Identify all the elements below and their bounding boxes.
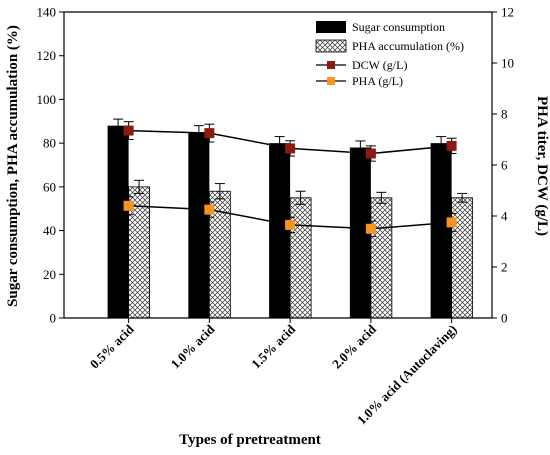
bar-sugar-consumption-3 [269,143,291,318]
bar-sugar-consumption-4 [349,147,371,318]
bar-sugar-consumption-1 [107,125,129,319]
y-left-tick-label-120: 120 [37,48,57,63]
y-left-tick-label-60: 60 [43,179,56,194]
legend: Sugar consumption PHA accumulation (%) D… [315,20,464,88]
legend-label-sugar-consumption: Sugar consumption [352,20,445,34]
legend-label-pha: PHA (g/L) [352,74,403,88]
y-right-tick-label-12: 12 [501,5,514,20]
legend-label-pha-accumulation: PHA accumulation (%) [352,39,464,53]
point-dcw-g-l-2 [204,128,215,139]
bar-pha-accumulation-3 [289,197,312,319]
y-right-tick-label-8: 8 [501,107,508,122]
y-left-tick-label-0: 0 [50,311,57,326]
y-left-tick-label-80: 80 [43,136,56,151]
legend-marker-dcw [327,61,335,69]
y-left-tick-label-40: 40 [43,223,56,238]
y-left-tick-label-20: 20 [43,267,56,282]
point-dcw-g-l-3 [285,143,296,154]
bar-sugar-consumption-2 [188,132,210,318]
legend-marker-pha [327,77,335,85]
point-pha-g-l-3 [285,219,296,230]
legend-swatch-sugar-consumption [316,21,346,33]
y-right-tick-label-6: 6 [501,158,508,173]
point-pha-g-l-4 [365,223,376,234]
bar-sugar-consumption-5 [430,143,452,318]
x-tick-label-1: 0.5% acid [87,321,137,371]
y-right-tick-label-10: 10 [501,56,514,71]
point-pha-g-l-1 [123,200,134,211]
point-dcw-g-l-5 [446,140,457,151]
y-left-tick-label-100: 100 [37,92,57,107]
y-axis-right-title: PHA titer, DCW (g/L) [534,96,550,236]
bar-pha-accumulation-5 [451,197,474,319]
y-right-tick-label-0: 0 [501,311,508,326]
legend-label-dcw: DCW (g/L) [352,58,407,72]
point-pha-g-l-5 [446,217,457,228]
x-tick-label-2: 1.0% acid [168,321,218,371]
y-right-tick-label-2: 2 [501,260,508,275]
point-pha-g-l-2 [204,204,215,215]
y-left-tick-label-140: 140 [37,5,57,20]
legend-swatch-pha-accumulation [315,39,347,53]
lines [123,121,457,237]
point-dcw-g-l-1 [123,125,134,136]
x-tick-label-4: 2.0% acid [329,321,379,371]
point-dcw-g-l-4 [365,148,376,159]
bar-pha-accumulation-4 [370,197,393,319]
y-right-tick-label-4: 4 [501,209,508,224]
x-axis-title: Types of pretreatment [179,432,321,448]
x-tick-label-3: 1.5% acid [248,321,298,371]
y-axis-left-title: Sugar consumption, PHA accumulation (%) [5,25,21,307]
bars [107,118,474,319]
